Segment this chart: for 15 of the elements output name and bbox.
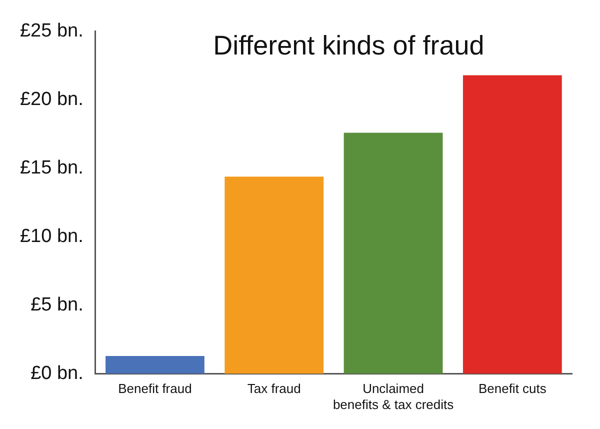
y-tick-label: £15 bn. — [20, 158, 84, 179]
bar — [106, 356, 204, 374]
x-tick-label: Tax fraud — [247, 381, 301, 396]
y-tick-label: £20 bn. — [20, 89, 84, 110]
bar — [344, 132, 443, 374]
x-tick-label: Unclaimed benefits & tax credits — [332, 381, 454, 412]
bar — [462, 75, 562, 374]
y-tick-label: £25 bn. — [20, 20, 84, 42]
chart-title: Different kinds of fraud — [213, 30, 484, 60]
bar — [224, 176, 324, 374]
x-tick-label: Benefit fraud — [118, 381, 192, 396]
x-tick-label: Benefit cuts — [478, 381, 547, 396]
y-tick-label: £0 bn. — [30, 363, 84, 384]
y-tick-label: £10 bn. — [20, 226, 84, 248]
y-tick-label: £5 bn. — [30, 294, 84, 316]
